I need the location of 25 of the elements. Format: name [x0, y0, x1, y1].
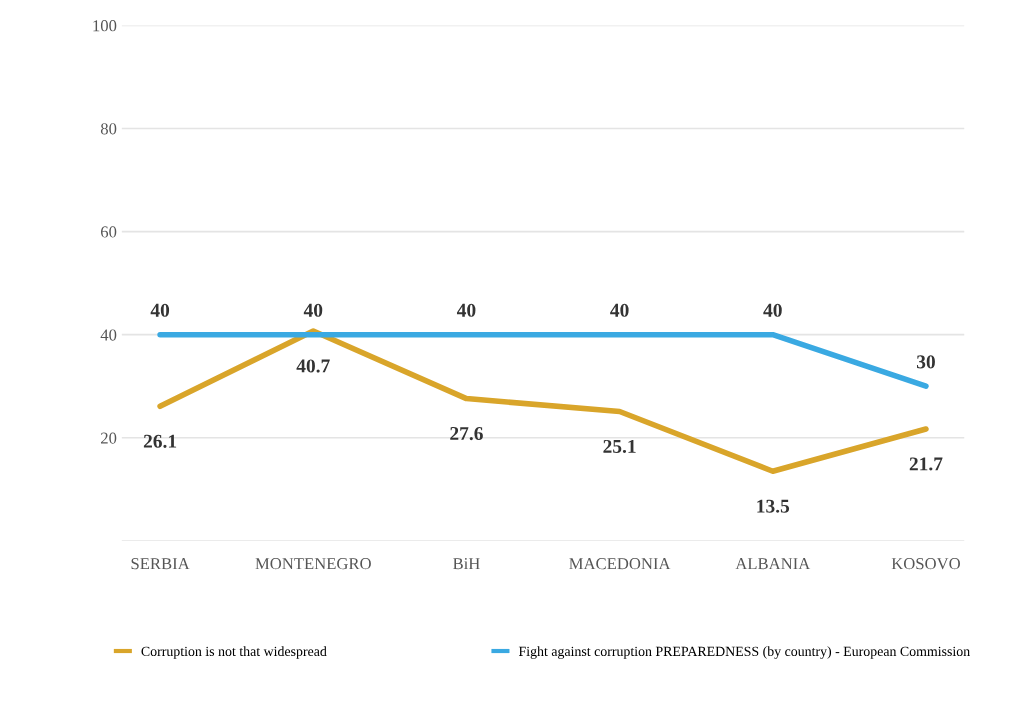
- data-label: 40: [150, 303, 170, 317]
- x-tick-label: KOSOVO: [891, 558, 960, 570]
- data-label: 13.5: [757, 499, 790, 513]
- data-label: 40: [456, 303, 476, 317]
- y-tick-label: 60: [100, 226, 117, 238]
- data-label: 30: [916, 355, 935, 369]
- data-label: 40: [303, 303, 323, 317]
- legend-label: Fight against corruption PREPAREDNESS (by country) - European Commission: [518, 646, 970, 659]
- y-tick-label: 80: [100, 123, 117, 135]
- legend-label: Corruption is not that widespread: [141, 646, 327, 659]
- x-tick-label: MONTENEGRO: [255, 558, 371, 570]
- data-label: 27.6: [450, 427, 483, 441]
- data-label: 26.1: [143, 434, 177, 448]
- data-label: 40.7: [296, 359, 330, 373]
- x-tick-label: SERBIA: [131, 558, 190, 570]
- y-tick-label: 20: [101, 432, 117, 444]
- data-label: 25.1: [603, 439, 636, 454]
- data-label: 40: [610, 303, 629, 317]
- y-tick-label: 100: [93, 20, 117, 32]
- x-tick-label: MACEDONIA: [569, 558, 671, 570]
- y-tick-label: 40: [100, 329, 117, 341]
- data-label: 40: [763, 303, 782, 317]
- x-tick-label: BiH: [453, 558, 480, 570]
- data-label: 21.7: [909, 457, 943, 471]
- x-tick-label: ALBANIA: [735, 558, 811, 570]
